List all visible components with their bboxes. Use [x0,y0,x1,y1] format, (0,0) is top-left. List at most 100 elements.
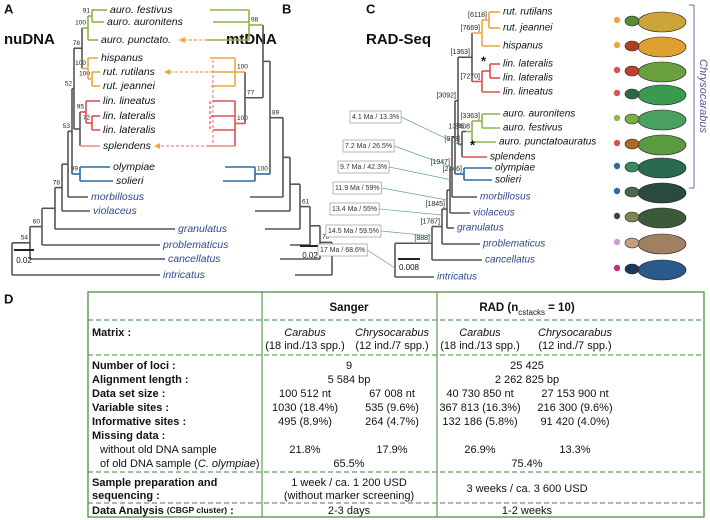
node-support: 60 [33,218,41,225]
tip-label: lin. lineatus [103,95,156,107]
date-pointer [366,249,396,269]
tip-label: violaceus [93,205,138,217]
tip-label: lin. lateralis [503,73,553,84]
cell: 27 153 900 nt [541,388,608,400]
tip-label: granulatus [178,223,228,235]
group-dot [613,264,621,272]
node-support: 52 [65,80,73,87]
tip-label: intricatus [437,272,477,283]
tip-label: lin. lateralis [103,110,156,122]
node-support: [888] [414,235,430,242]
beetle-head [624,40,640,52]
beetle-head [624,15,640,27]
date-label: 7.2 Ma / 26.5% [345,143,392,150]
table-border [87,291,705,518]
row-label: Informative sites : [92,416,186,428]
tip-label: auro. festivus [503,123,562,134]
column-subheader: Carabus [459,327,501,339]
node-support: 70 [322,234,330,241]
tip-label: hispanus [503,41,543,52]
date-pointer [400,116,463,147]
column-subheader: (18 ind./13 spp.) [440,340,520,352]
tip-label: solieri [116,175,144,187]
beetle-body [637,233,687,255]
label-part: : [227,505,234,517]
tip-label: olympiae [495,163,535,174]
group-dot [613,139,621,147]
tip-label: problematicus [482,239,545,250]
panel-letter: D [4,291,13,306]
arrow [154,60,214,149]
group-dot [613,16,621,24]
date-label: 11.9 Ma / 59% [335,185,380,192]
beetle-head [624,113,640,125]
group-dot [613,66,621,74]
column-subheader: Chrysocarabus [355,327,429,339]
tip-label: auro. punctatoauratus [499,137,596,148]
cell: 9 [346,360,352,372]
node-support: 54 [21,235,29,242]
group-dot [613,238,621,246]
cell: 535 (9.6%) [365,402,419,414]
tip-label: violaceus [473,208,515,219]
cell: 495 (8.9%) [278,416,332,428]
tip-label: lin. lateralis [503,59,553,70]
row-label: Data Analysis (CBGP cluster) : [92,505,234,517]
beetle-body [637,109,687,131]
label-part: C. olympiae [198,458,256,470]
tip-label: rut. jeannei [103,80,156,92]
beetle-head [624,237,640,249]
beetle-body [637,259,687,281]
label-part: RAD (n [479,302,518,314]
clade-label: Chrysocarabus [697,59,709,133]
date-pointer [380,230,433,237]
group-dot [613,41,621,49]
column-header: RAD (ncstacks = 10) [479,302,575,317]
node-support: 95 [77,104,85,111]
row-label: Sample preparation and [92,477,217,489]
asterisk: * [470,137,476,152]
cell: 216 300 (9.6%) [537,402,612,414]
beetle-head [624,138,640,150]
tip-label: auro. punctato. [101,34,171,46]
node-support: 91 [83,8,91,15]
node-support: [3363] [461,113,481,120]
reticulation-arrows [154,37,214,149]
label-part: Data Analysis [92,505,167,517]
node-support: [6118] [468,12,487,19]
tip-label: solieri [495,175,522,186]
tip-label: problematicus [162,239,229,251]
cell: 75.4% [511,458,542,470]
node-support: 100 [237,64,248,71]
group-dot [613,187,621,195]
node-support: 78 [73,40,81,47]
node-support: 100 [79,71,90,78]
beetle-body [637,36,687,58]
date-label: 9.7 Ma / 42.3% [340,164,387,171]
column-subheader: Chrysocarabus [538,327,612,339]
scale-label: 0.02 [302,251,318,260]
row-label: without old DNA sample [99,444,217,456]
tip-label: cancellatus [485,255,535,266]
date-pointer [393,145,456,169]
beetle-head [624,211,640,223]
node-support: 1376 [448,123,464,130]
node-support: [1363] [451,49,471,56]
tip-label: granulatus [457,223,504,234]
tip-label: auro. auronitens [503,109,575,120]
tip-label: splendens [103,140,152,152]
node-support: [3092] [437,93,457,100]
beetle-head [624,161,640,173]
cell: 91 420 (4.0%) [540,416,609,428]
tip-label: rut. rutilans [503,7,552,18]
beetle-body [637,134,687,156]
node-support: [1845] [426,201,446,208]
label-part: (CBGP cluster) [167,505,227,515]
column-subheader: (18 ind./13 spp.) [265,340,345,352]
node-support: [7270] [461,73,481,80]
node-support: [7669] [461,25,481,32]
column-subheader: Carabus [284,327,326,339]
panel-title: RAD-Seq [366,31,431,48]
scale-label: 0.008 [399,263,420,272]
tip-label: rut. jeannei [503,23,553,34]
